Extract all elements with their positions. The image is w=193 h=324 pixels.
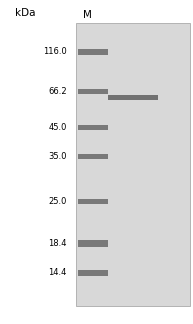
Text: 116.0: 116.0 [43, 47, 67, 56]
Text: 66.2: 66.2 [48, 87, 67, 96]
Text: kDa: kDa [15, 8, 35, 18]
FancyBboxPatch shape [78, 270, 108, 276]
FancyBboxPatch shape [78, 240, 108, 247]
FancyBboxPatch shape [76, 23, 190, 306]
Text: 45.0: 45.0 [48, 123, 67, 132]
Text: M: M [83, 10, 92, 19]
Text: 25.0: 25.0 [48, 197, 67, 206]
FancyBboxPatch shape [108, 95, 158, 100]
FancyBboxPatch shape [78, 125, 108, 130]
FancyBboxPatch shape [78, 89, 108, 94]
Text: 18.4: 18.4 [48, 239, 67, 248]
FancyBboxPatch shape [78, 199, 108, 204]
Text: 35.0: 35.0 [48, 152, 67, 161]
FancyBboxPatch shape [78, 154, 108, 159]
FancyBboxPatch shape [78, 49, 108, 55]
Text: 14.4: 14.4 [48, 268, 67, 277]
